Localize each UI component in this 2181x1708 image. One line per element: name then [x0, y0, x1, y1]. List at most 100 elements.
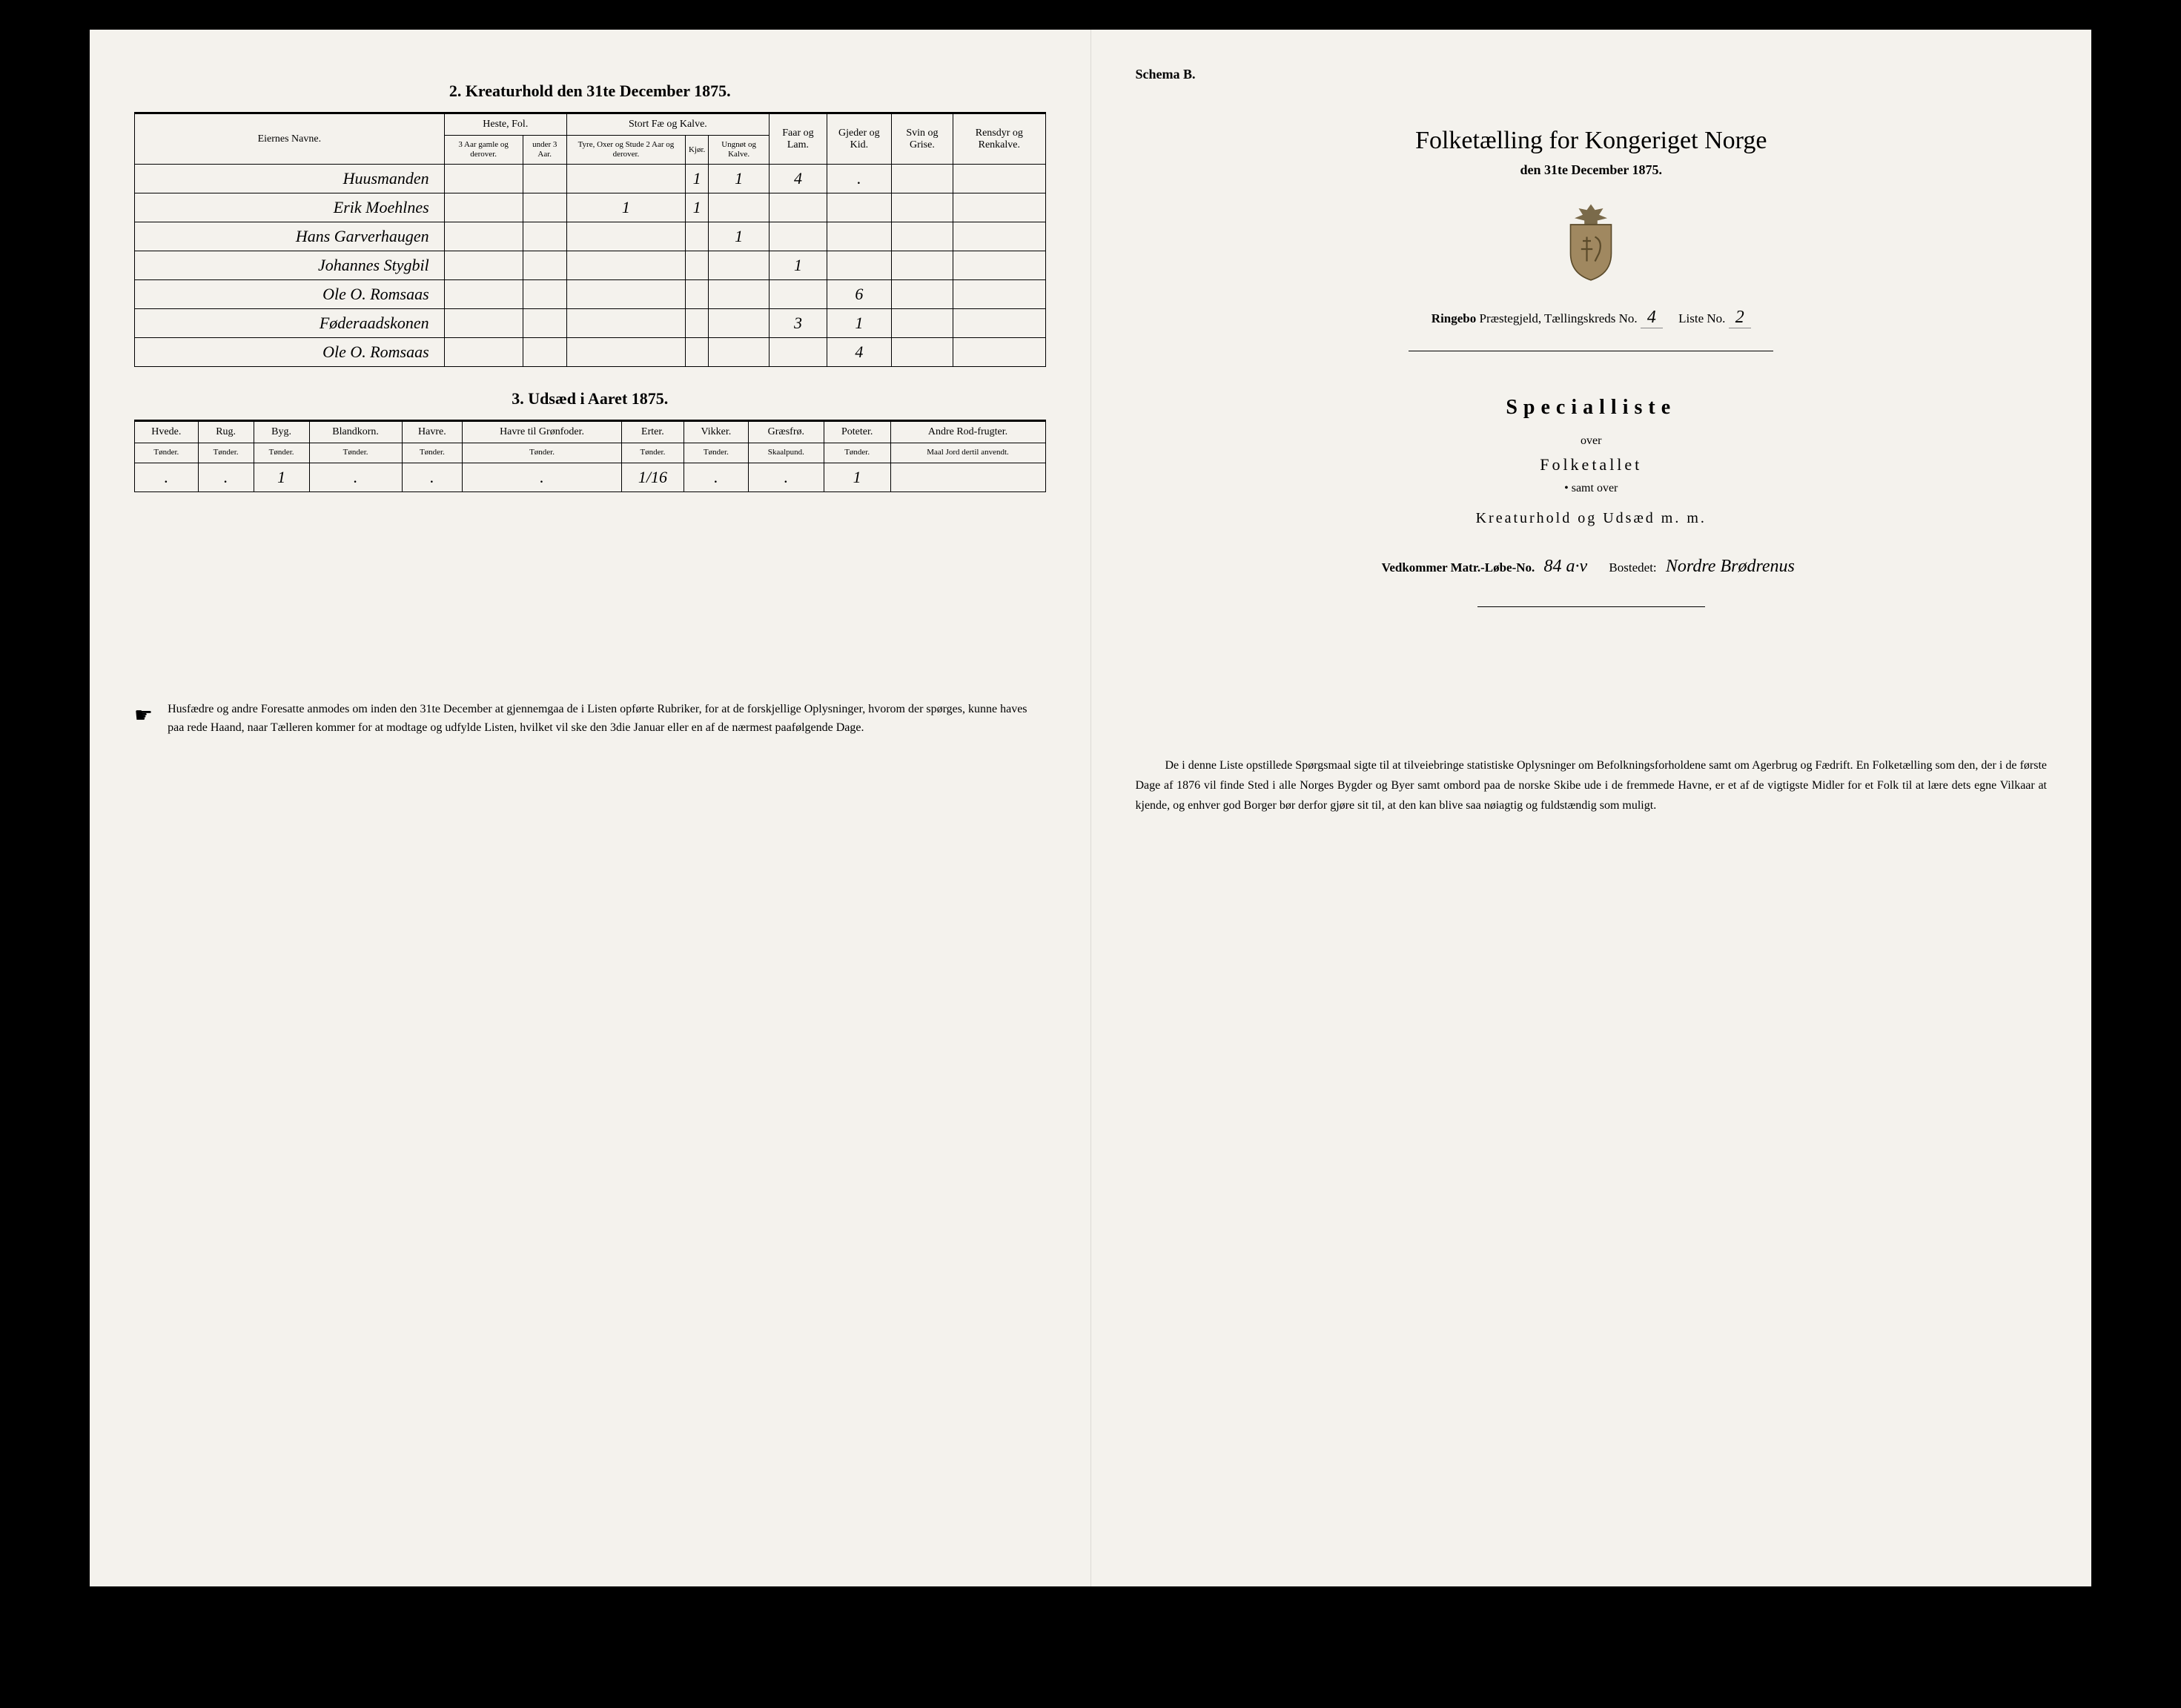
value-cell: 1: [824, 463, 890, 491]
value-cell: .: [827, 165, 891, 193]
value-cell: [566, 309, 685, 338]
value-cell: [444, 165, 523, 193]
district-prefix: Ringebo: [1432, 311, 1476, 325]
value-cell: [523, 193, 566, 222]
col-gjeder: Gjeder og Kid.: [827, 113, 891, 165]
value-cell: [709, 251, 770, 280]
matr-no: 84 a·v: [1538, 557, 1594, 577]
over-1: over: [1136, 434, 2048, 448]
value-cell: [769, 280, 827, 309]
value-cell: [523, 222, 566, 251]
kreatur-heading: Kreaturhold og Udsæd m. m.: [1136, 510, 2048, 527]
value-cell: [523, 165, 566, 193]
col-ren: Rensdyr og Renkalve.: [953, 113, 1045, 165]
col-header: Græsfrø.: [748, 421, 824, 443]
district-label: Præstegjeld, Tællingskreds No.: [1480, 311, 1638, 325]
value-cell: [769, 193, 827, 222]
value-cell: [685, 222, 708, 251]
value-cell: [685, 309, 708, 338]
main-title: Folketælling for Kongeriget Norge: [1136, 127, 2048, 155]
divider-short: [1477, 606, 1705, 607]
left-page: 2. Kreaturhold den 31te December 1875. E…: [90, 30, 1091, 1586]
value-cell: [566, 338, 685, 367]
col-stort-2: Kjør.: [685, 136, 708, 165]
col-heste-1: 3 Aar gamle og derover.: [444, 136, 523, 165]
value-cell: [953, 338, 1045, 367]
footnote-text: Husfædre og andre Foresatte anmodes om i…: [168, 700, 1045, 738]
col-subheader: Tønder.: [824, 443, 890, 463]
value-cell: [891, 338, 953, 367]
value-cell: [523, 280, 566, 309]
value-cell: .: [463, 463, 622, 491]
district-line: Ringebo Præstegjeld, Tællingskreds No. 4…: [1136, 308, 2048, 328]
value-cell: [566, 251, 685, 280]
owner-name: Føderaadskonen: [135, 309, 445, 338]
owner-name: Erik Moehlnes: [135, 193, 445, 222]
owner-name: Hans Garverhaugen: [135, 222, 445, 251]
value-cell: [891, 251, 953, 280]
value-cell: 3: [769, 309, 827, 338]
vedkommer-line: Vedkommer Matr.-Løbe-No. 84 a·v Bostedet…: [1136, 557, 2048, 577]
col-faar: Faar og Lam.: [769, 113, 827, 165]
value-cell: 1/16: [621, 463, 684, 491]
col-heste-2: under 3 Aar.: [523, 136, 566, 165]
col-header: Havre.: [402, 421, 463, 443]
col-stort-1: Tyre, Oxer og Stude 2 Aar og derover.: [566, 136, 685, 165]
bottom-paragraph: De i denne Liste opstillede Spørgsmaal s…: [1136, 755, 2048, 816]
value-cell: [444, 251, 523, 280]
value-cell: [523, 338, 566, 367]
value-cell: [685, 251, 708, 280]
value-cell: [953, 309, 1045, 338]
district-no: 4: [1641, 308, 1663, 328]
value-cell: [444, 193, 523, 222]
col-header: Blandkorn.: [309, 421, 402, 443]
value-cell: 1: [566, 193, 685, 222]
value-cell: [444, 309, 523, 338]
value-cell: 4: [769, 165, 827, 193]
value-cell: [709, 280, 770, 309]
subtitle: den 31te December 1875.: [1136, 162, 2048, 178]
value-cell: [827, 251, 891, 280]
value-cell: [444, 280, 523, 309]
col-subheader: Tønder.: [309, 443, 402, 463]
vedkommer-label: Vedkommer Matr.-Løbe-No.: [1382, 560, 1535, 575]
schema-label: Schema B.: [1136, 67, 2048, 82]
value-cell: [444, 222, 523, 251]
value-cell: [685, 338, 708, 367]
owner-name: Huusmanden: [135, 165, 445, 193]
value-cell: 1: [254, 463, 309, 491]
value-cell: 1: [769, 251, 827, 280]
value-cell: [953, 251, 1045, 280]
value-cell: [709, 309, 770, 338]
owner-name: Johannes Stygbil: [135, 251, 445, 280]
udsaed-table: Hvede.Rug.Byg.Blandkorn.Havre.Havre til …: [134, 420, 1046, 491]
value-cell: [523, 309, 566, 338]
value-cell: 1: [827, 309, 891, 338]
col-header: Erter.: [621, 421, 684, 443]
col-heste: Heste, Fol.: [444, 113, 566, 136]
value-cell: [769, 222, 827, 251]
liste-label: Liste No.: [1678, 311, 1725, 325]
value-cell: [891, 309, 953, 338]
folketallet-heading: Folketallet: [1136, 455, 2048, 474]
value-cell: .: [402, 463, 463, 491]
bostedet-value: Nordre Brødrenus: [1660, 557, 1801, 577]
col-subheader: Tønder.: [254, 443, 309, 463]
coat-of-arms-icon: [1136, 200, 2048, 285]
col-header: Havre til Grønfoder.: [463, 421, 622, 443]
samt-over: • samt over: [1136, 482, 2048, 495]
bostedet-label: Bostedet:: [1609, 560, 1656, 575]
value-cell: .: [309, 463, 402, 491]
value-cell: [953, 165, 1045, 193]
value-cell: [891, 193, 953, 222]
value-cell: [566, 165, 685, 193]
col-subheader: Maal Jord dertil anvendt.: [890, 443, 1045, 463]
table-row: Ole O. Romsaas4: [135, 338, 1046, 367]
value-cell: .: [198, 463, 254, 491]
samt-over-text: samt over: [1572, 482, 1618, 494]
value-cell: [953, 193, 1045, 222]
owner-name: Ole O. Romsaas: [135, 338, 445, 367]
col-svin: Svin og Grise.: [891, 113, 953, 165]
col-subheader: Tønder.: [684, 443, 748, 463]
table-row: Johannes Stygbil 1: [135, 251, 1046, 280]
